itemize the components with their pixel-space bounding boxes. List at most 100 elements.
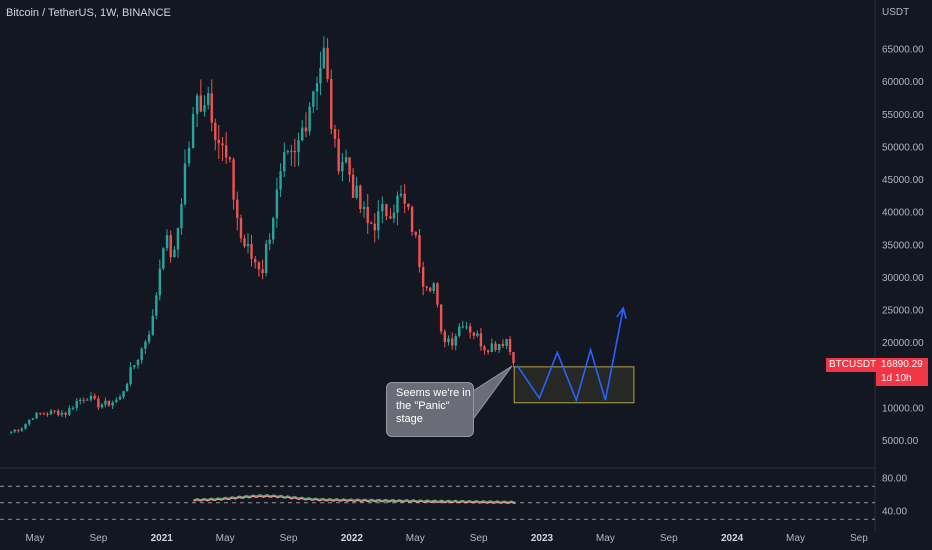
candle-body [315,83,319,92]
candle-body [443,331,447,343]
candle-body [403,193,406,204]
candle-body [169,235,172,258]
candle-body [322,47,326,69]
candle-body [396,195,399,213]
candle-body [68,408,71,415]
x-tick-label: 2022 [341,533,364,544]
candle-body [129,367,132,384]
candle-body [228,157,232,160]
candle-body [232,159,235,200]
osc-main-line [193,494,516,503]
candle-body [158,268,162,296]
candle-body [49,410,53,415]
candle-body [385,204,388,217]
candle-body [100,404,104,408]
x-tick-label: May [26,533,45,544]
candle-body [133,365,136,368]
candle-body [125,383,129,392]
candle-body [366,206,369,224]
annotation-callout[interactable]: Seems we're in the "Panic" stage [386,382,474,437]
candle-body [472,332,476,336]
candle-body [250,243,253,259]
candle-body [104,400,107,405]
candle-body [10,431,13,433]
grid [0,0,876,530]
y-tick-label: 40000.00 [882,208,924,219]
candle-body [271,218,275,240]
candle-body [479,333,483,347]
candle-body [275,189,279,219]
candle-body [344,157,348,163]
candle-body [486,350,490,352]
candle-body [341,162,344,172]
candle-body [115,399,118,403]
price-axis[interactable]: USDT5000.0010000.0015000.0020000.0025000… [882,7,924,447]
candle-body [176,228,180,250]
candle-body [319,68,322,84]
candle-body [46,413,49,415]
candle-body [451,338,454,346]
candle-body [373,223,376,231]
candle-body [31,418,35,420]
projection-arrowhead [616,306,627,319]
x-tick-label: Sep [470,533,488,544]
candle-body [246,243,250,247]
candle-body [333,129,337,139]
candle-body [312,91,315,107]
candle-body [224,145,228,158]
candle-body [359,185,362,209]
candle-body [476,333,479,336]
x-tick-label: 2021 [151,533,174,544]
candle-body [155,295,158,316]
time-axis[interactable]: May Sep 2021 May Sep 2022 May Sep 2023 May Sep 2024… [26,533,869,544]
candle-body [381,204,384,212]
candle-body [86,399,89,401]
candle-body [214,122,217,140]
candle-body [410,207,414,232]
candle-body [24,423,27,429]
y-tick-label: 45000.00 [882,175,924,186]
x-tick-label: 2023 [531,533,554,544]
candle-body [35,412,38,419]
candle-body [508,339,512,352]
x-tick-label: May [216,533,235,544]
candle-body [348,157,351,175]
candle-body [494,343,497,351]
candle-body [57,410,60,415]
candle-body [243,238,246,247]
candle-body [505,339,508,346]
candle-body [290,150,293,152]
osc-signal-line [193,495,516,505]
candle-body [75,401,78,408]
candle-body [254,258,257,263]
x-tick-label: Sep [660,533,678,544]
y-tick-label: 5000.00 [882,436,919,447]
x-tick-label: Sep [850,533,868,544]
candle-body [308,106,311,132]
candle-body [140,348,143,360]
candle-body [111,402,114,406]
candle-body [162,248,165,269]
y-tick-label: 60000.00 [882,77,924,88]
candle-body [447,338,450,343]
candle-body [392,212,396,219]
x-tick-label: May [406,533,425,544]
candle-body [377,211,380,231]
candle-body [64,412,67,415]
projection-path [516,307,625,403]
candle-body [239,218,243,239]
candle-body [187,147,191,164]
candle-body [257,262,261,270]
candle-body [136,359,140,366]
candle-body [283,152,286,172]
candle-body [261,269,264,274]
candle-body [144,341,147,349]
candle-body [498,343,501,351]
x-tick-label: May [786,533,805,544]
oscillator-pane: 80.00 40.00 [0,474,907,520]
candle-body [264,243,268,274]
candle-body [370,223,373,225]
y-tick-label: 30000.00 [882,273,924,284]
candle-body [429,287,432,291]
candle-body [301,127,304,141]
